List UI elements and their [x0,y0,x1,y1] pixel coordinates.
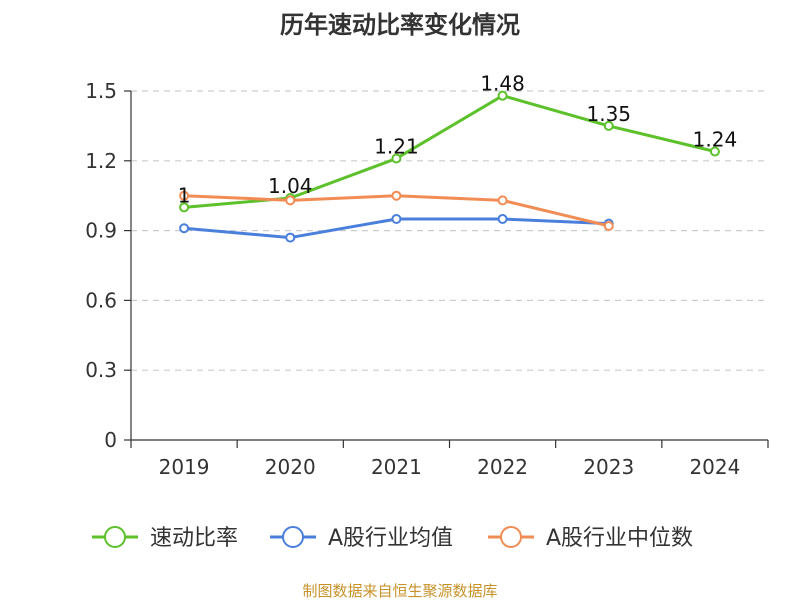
data-label: 1.48 [480,72,525,96]
grid [131,90,768,371]
legend: 速动比率 A股行业均值 A股行业中位数 [92,526,693,551]
data-point-2-4 [603,220,614,231]
x-tick-label: 2019 [159,455,210,479]
source-note: 制图数据来自恒生聚源数据库 [302,582,497,600]
legend-label: 速动比率 [150,526,238,551]
series-layer [179,90,720,243]
data-label: 1.04 [268,174,313,198]
y-tick-label: 0.3 [85,358,117,382]
data-point-0-2 [391,153,402,164]
legend-marker [500,526,522,548]
x-tick-label: 2022 [477,455,528,479]
data-point-1-1 [285,232,296,243]
data-label: 1.35 [586,102,631,126]
data-point-2-1 [285,195,296,206]
x-tick-label: 2024 [689,455,740,479]
data-point-0-3 [497,90,508,101]
data-point-2-0 [179,190,190,201]
data-labels: 1 1.04 1.21 1.48 1.35 1.24 [178,72,737,208]
y-tick-label: 0.6 [85,288,117,312]
data-label: 1.24 [693,127,738,151]
y-tick-label: 0.9 [85,219,117,243]
data-point-1-2 [391,213,402,224]
legend-label: A股行业中位数 [546,526,693,551]
data-point-1-0 [179,223,190,234]
y-tick-label: 1.2 [85,149,117,173]
y-tick-label: 0 [104,428,117,452]
series-line-0 [183,94,716,209]
x-tick-label: 2021 [371,455,422,479]
chart-title: 历年速动比率变化情况 [280,11,520,39]
axes: 0 0.3 0.6 0.9 1.2 1.5 2019 2020 2021 2022 2023 2024 [85,79,769,479]
x-tick-label: 2020 [265,455,316,479]
x-tick-label: 2023 [583,455,634,479]
legend-label: A股行业均值 [328,526,453,551]
data-point-1-3 [497,213,508,224]
y-tick-label: 1.5 [85,79,117,103]
legend-marker [104,526,126,548]
data-point-2-3 [497,195,508,206]
data-point-0-4 [603,120,614,131]
data-point-0-5 [709,146,720,157]
data-point-0-0 [179,202,190,213]
data-label: 1 [178,183,191,207]
data-label: 1.21 [374,134,419,158]
data-point-2-2 [391,190,402,201]
legend-marker [282,526,304,548]
